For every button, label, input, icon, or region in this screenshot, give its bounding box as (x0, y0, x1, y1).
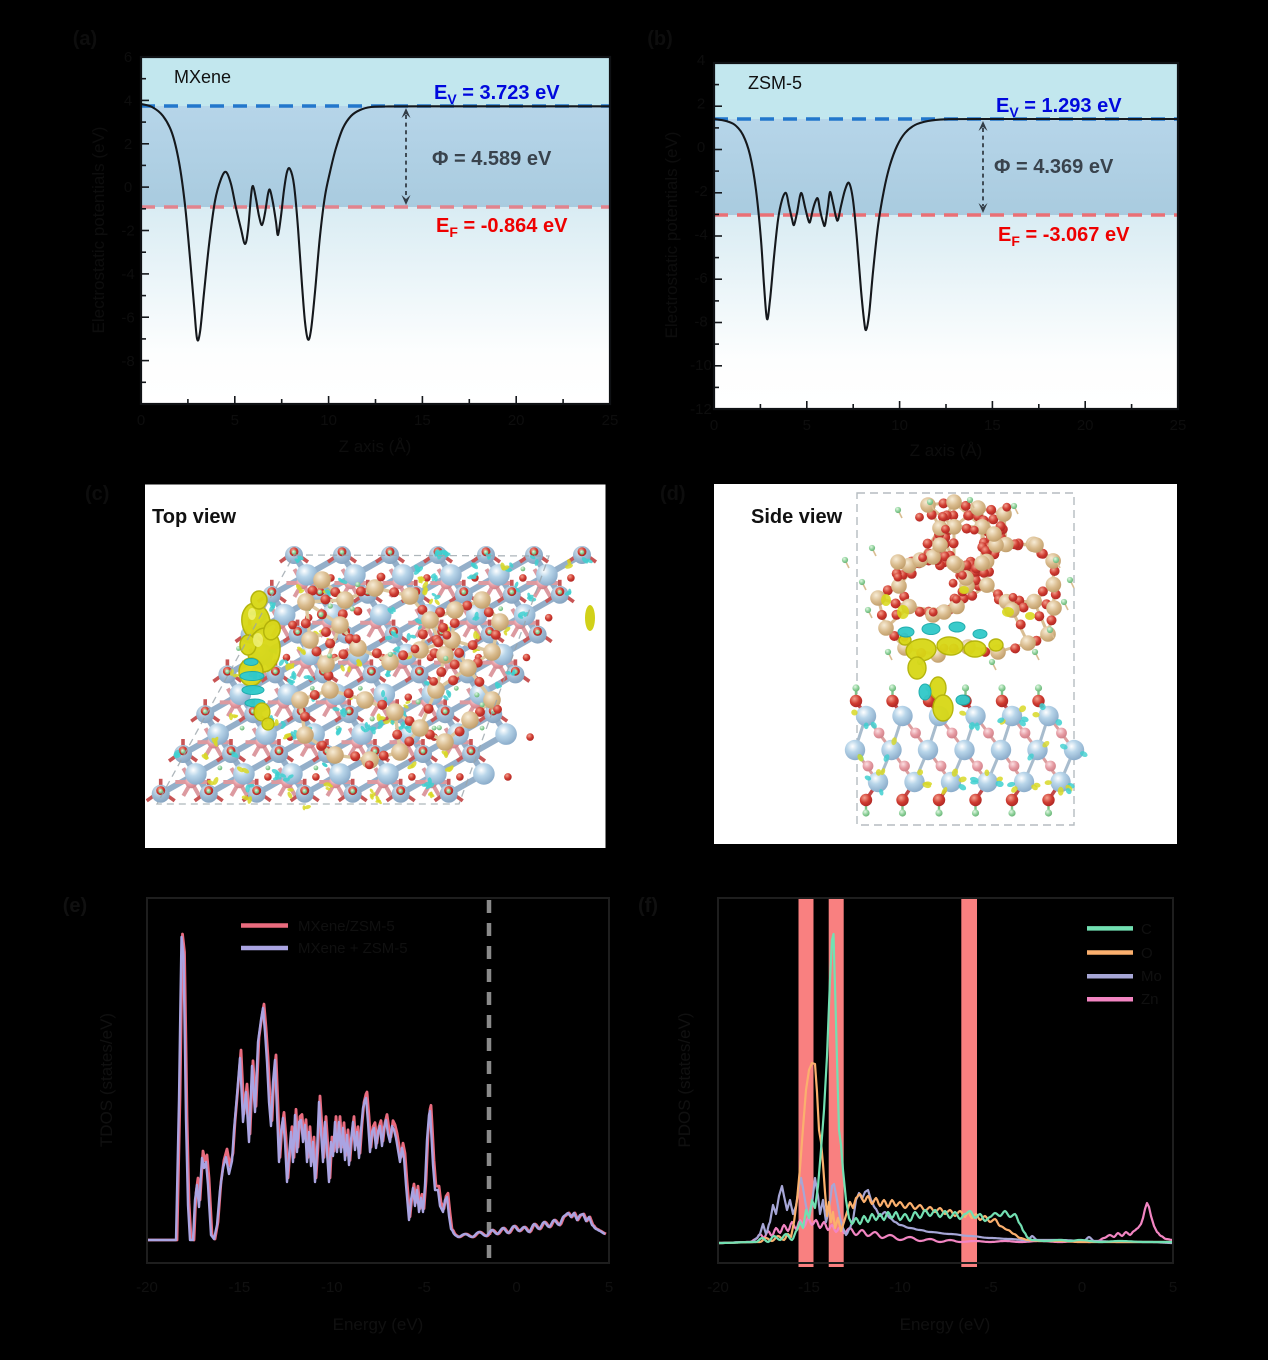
svg-text:ZSM-5: ZSM-5 (748, 73, 802, 93)
svg-text:4: 4 (124, 92, 132, 109)
svg-text:0: 0 (137, 412, 145, 429)
svg-text:-10: -10 (889, 1279, 911, 1296)
svg-text:10: 10 (320, 412, 337, 429)
svg-text:-4: -4 (694, 226, 707, 243)
svg-text:-20: -20 (136, 1279, 158, 1296)
svg-text:(a): (a) (73, 28, 97, 50)
svg-text:25: 25 (602, 412, 619, 429)
svg-text:-2: -2 (694, 183, 707, 200)
svg-text:-15: -15 (798, 1279, 820, 1296)
svg-text:Z axis (Å): Z axis (Å) (339, 437, 412, 456)
svg-text:-20: -20 (707, 1279, 729, 1296)
svg-text:(d): (d) (660, 483, 686, 505)
svg-text:Side view: Side view (751, 506, 843, 528)
svg-text:(b): (b) (647, 28, 673, 50)
svg-text:O: O (1141, 945, 1153, 962)
svg-text:5: 5 (605, 1279, 613, 1296)
svg-text:Φ = 4.589 eV: Φ = 4.589 eV (432, 148, 552, 170)
svg-text:25: 25 (1170, 417, 1187, 434)
svg-text:10: 10 (891, 417, 908, 434)
svg-text:15: 15 (414, 412, 431, 429)
svg-text:-4: -4 (121, 266, 134, 283)
svg-text:(f): (f) (638, 895, 658, 917)
svg-text:Electrostatic potentials (eV): Electrostatic potentials (eV) (662, 132, 681, 339)
svg-text:6: 6 (124, 49, 132, 66)
svg-text:0: 0 (697, 139, 705, 156)
svg-text:-10: -10 (321, 1279, 343, 1296)
svg-text:Energy (eV): Energy (eV) (900, 1315, 991, 1334)
svg-text:Top view: Top view (152, 506, 237, 528)
svg-text:20: 20 (508, 412, 525, 429)
svg-text:2: 2 (697, 96, 705, 113)
svg-text:4: 4 (697, 52, 705, 69)
svg-text:-10: -10 (690, 357, 712, 374)
svg-text:(e): (e) (63, 895, 87, 917)
svg-text:5: 5 (231, 412, 239, 429)
svg-text:MXene/ZSM-5: MXene/ZSM-5 (298, 918, 395, 935)
svg-text:C: C (1141, 921, 1152, 938)
svg-text:PDOS (states/eV): PDOS (states/eV) (675, 1012, 694, 1147)
svg-text:-8: -8 (121, 353, 134, 370)
svg-text:-5: -5 (418, 1279, 431, 1296)
svg-text:-15: -15 (229, 1279, 251, 1296)
svg-text:0: 0 (512, 1279, 520, 1296)
svg-text:-5: -5 (984, 1279, 997, 1296)
svg-text:5: 5 (803, 417, 811, 434)
svg-text:Z axis (Å): Z axis (Å) (910, 441, 983, 460)
svg-text:-6: -6 (121, 309, 134, 326)
svg-text:0: 0 (710, 417, 718, 434)
svg-text:Zn: Zn (1141, 991, 1159, 1008)
svg-text:MXene: MXene (174, 67, 231, 87)
svg-text:(c): (c) (85, 483, 109, 505)
svg-text:Energy (eV): Energy (eV) (333, 1315, 424, 1334)
svg-text:0: 0 (124, 179, 132, 196)
svg-text:2: 2 (124, 136, 132, 153)
svg-text:-12: -12 (690, 401, 712, 418)
svg-text:MXene + ZSM-5: MXene + ZSM-5 (298, 940, 408, 957)
svg-text:20: 20 (1077, 417, 1094, 434)
svg-text:-8: -8 (694, 314, 707, 331)
svg-text:Mo: Mo (1141, 968, 1162, 985)
svg-text:-6: -6 (694, 270, 707, 287)
svg-text:0: 0 (1078, 1279, 1086, 1296)
svg-text:-2: -2 (121, 223, 134, 240)
svg-text:15: 15 (984, 417, 1001, 434)
svg-text:5: 5 (1169, 1279, 1177, 1296)
svg-text:Electrostatic potentials (eV): Electrostatic potentials (eV) (89, 127, 108, 334)
svg-text:Φ = 4.369 eV: Φ = 4.369 eV (994, 156, 1114, 178)
svg-text:TDOS (states/eV): TDOS (states/eV) (97, 1013, 116, 1147)
